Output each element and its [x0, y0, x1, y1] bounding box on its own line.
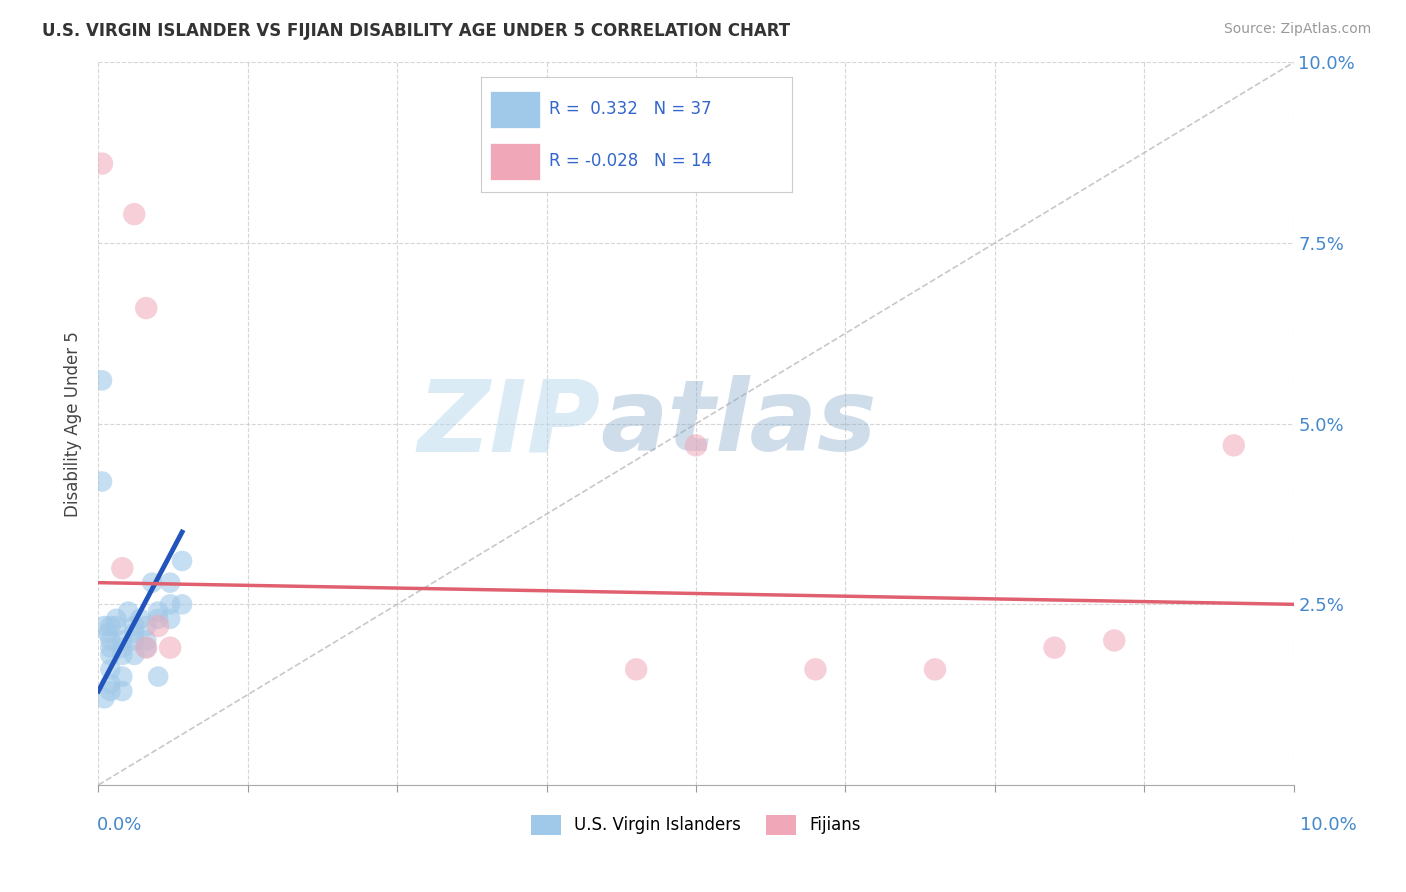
Point — [98, 648, 122, 662]
Point — [159, 612, 181, 626]
Point — [159, 598, 181, 612]
Point — [98, 677, 122, 691]
Point — [172, 554, 194, 568]
Point — [626, 662, 648, 676]
Point — [111, 669, 134, 683]
Text: Source: ZipAtlas.com: Source: ZipAtlas.com — [1223, 22, 1371, 37]
Point — [105, 619, 128, 633]
Text: 0.0%: 0.0% — [97, 816, 142, 834]
Point — [135, 301, 157, 315]
Point — [148, 669, 170, 683]
Point — [97, 626, 120, 640]
Point — [129, 612, 152, 626]
Point — [124, 633, 146, 648]
Point — [172, 598, 194, 612]
Text: 10.0%: 10.0% — [1301, 816, 1357, 834]
Text: ZIP: ZIP — [418, 376, 600, 472]
Point — [111, 640, 134, 655]
Point — [117, 605, 139, 619]
Point — [98, 684, 122, 698]
Point — [91, 475, 114, 489]
Point — [111, 684, 134, 698]
Text: U.S. VIRGIN ISLANDER VS FIJIAN DISABILITY AGE UNDER 5 CORRELATION CHART: U.S. VIRGIN ISLANDER VS FIJIAN DISABILIT… — [42, 22, 790, 40]
Point — [159, 575, 181, 590]
Point — [98, 640, 122, 655]
Point — [159, 640, 181, 655]
Point — [685, 438, 707, 452]
Point — [124, 626, 146, 640]
Point — [135, 619, 157, 633]
Point — [98, 619, 122, 633]
Point — [111, 633, 134, 648]
Point — [924, 662, 946, 676]
Point — [1043, 640, 1066, 655]
Point — [804, 662, 827, 676]
Point — [111, 648, 134, 662]
Point — [124, 207, 146, 221]
Point — [91, 156, 114, 170]
Point — [105, 612, 128, 626]
Point — [135, 633, 157, 648]
Text: atlas: atlas — [600, 376, 877, 472]
Point — [111, 561, 134, 575]
Point — [124, 619, 146, 633]
Point — [148, 605, 170, 619]
Point — [1104, 633, 1126, 648]
Point — [141, 575, 163, 590]
Point — [135, 640, 157, 655]
Point — [135, 640, 157, 655]
Legend: U.S. Virgin Islanders, Fijians: U.S. Virgin Islanders, Fijians — [524, 808, 868, 842]
Point — [98, 662, 122, 676]
Point — [93, 691, 115, 706]
Point — [148, 619, 170, 633]
Point — [124, 648, 146, 662]
Y-axis label: Disability Age Under 5: Disability Age Under 5 — [65, 331, 83, 516]
Point — [91, 373, 114, 387]
Point — [98, 633, 122, 648]
Point — [1223, 438, 1246, 452]
Point — [148, 612, 170, 626]
Point — [93, 619, 115, 633]
